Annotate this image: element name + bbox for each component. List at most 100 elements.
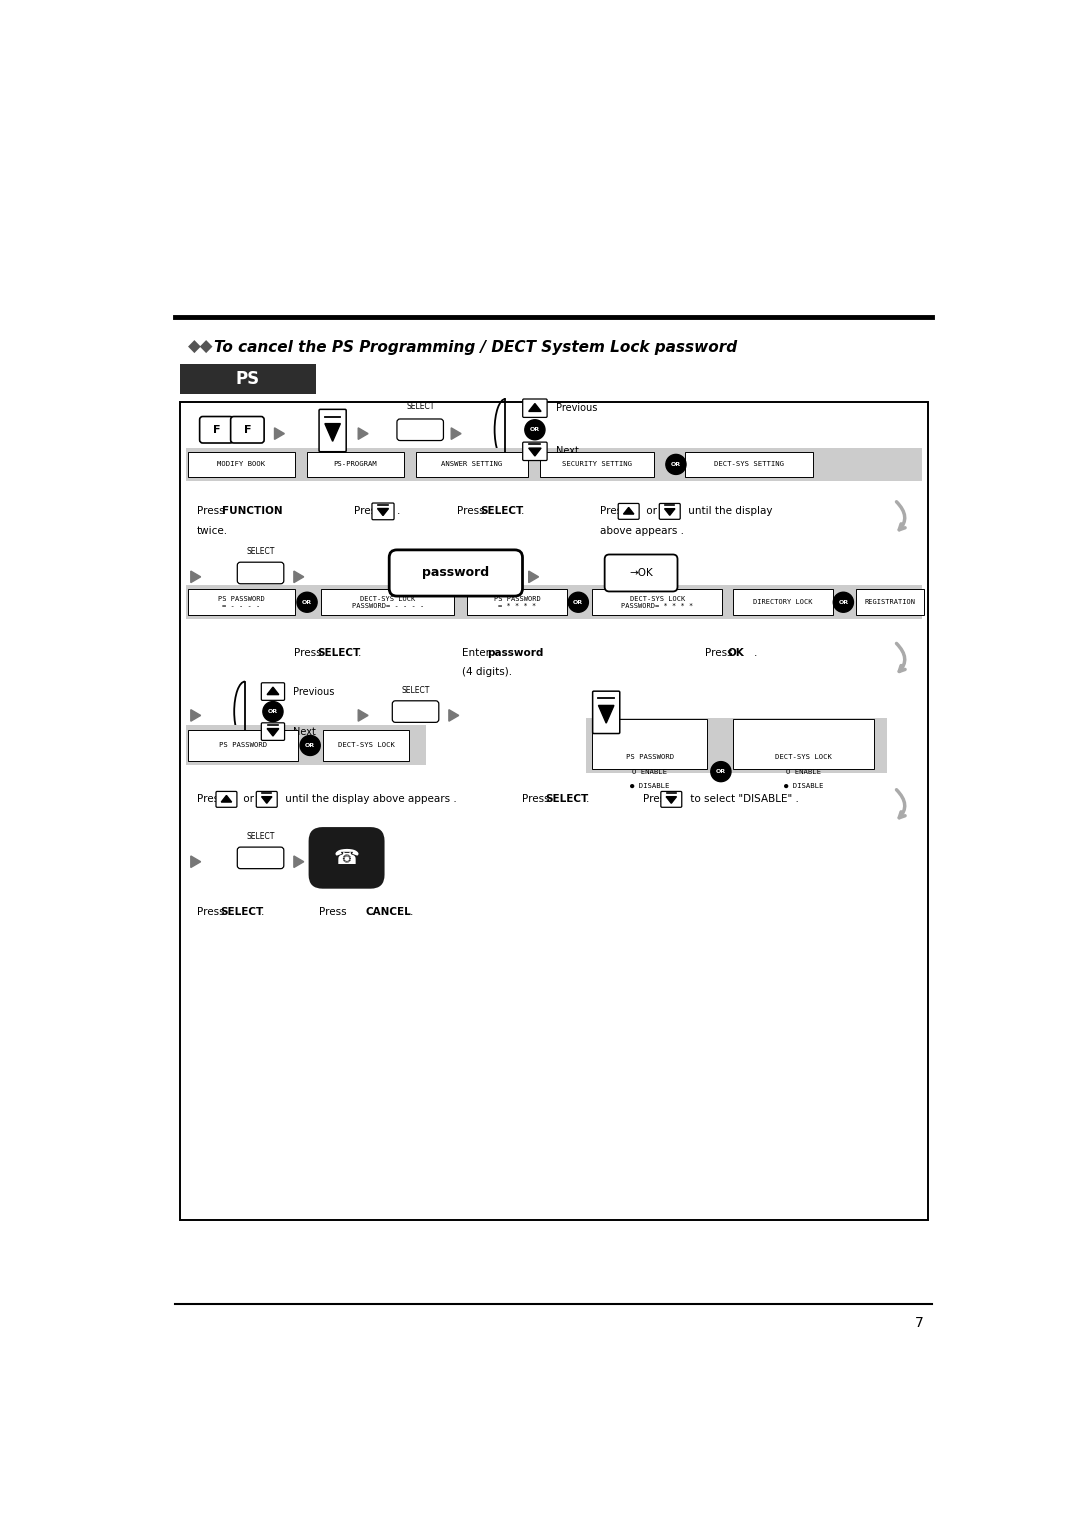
FancyBboxPatch shape: [389, 550, 523, 596]
Polygon shape: [359, 709, 368, 721]
Text: until the display: until the display: [685, 506, 773, 516]
Text: SELECT: SELECT: [246, 547, 274, 556]
Polygon shape: [221, 796, 231, 802]
FancyBboxPatch shape: [661, 792, 681, 807]
Text: Next: Next: [293, 727, 316, 736]
FancyBboxPatch shape: [733, 720, 875, 769]
Text: OR: OR: [305, 743, 315, 749]
Text: Press: Press: [353, 506, 384, 516]
FancyBboxPatch shape: [188, 590, 295, 616]
FancyBboxPatch shape: [372, 503, 394, 520]
FancyBboxPatch shape: [321, 590, 455, 616]
Text: .: .: [260, 906, 264, 917]
Text: REGISTRATION: REGISTRATION: [864, 599, 916, 605]
FancyBboxPatch shape: [323, 730, 409, 761]
Text: O ENABLE: O ENABLE: [632, 770, 667, 775]
Text: Press: Press: [294, 648, 325, 659]
Polygon shape: [666, 796, 676, 804]
FancyBboxPatch shape: [319, 410, 347, 452]
FancyBboxPatch shape: [238, 847, 284, 868]
FancyBboxPatch shape: [231, 417, 265, 443]
Circle shape: [711, 761, 731, 782]
Text: SELECT: SELECT: [406, 402, 434, 411]
Polygon shape: [598, 706, 613, 723]
Text: twice.: twice.: [197, 526, 228, 536]
FancyBboxPatch shape: [307, 452, 404, 477]
FancyBboxPatch shape: [685, 452, 813, 477]
Text: above appears .: above appears .: [600, 526, 684, 536]
FancyBboxPatch shape: [540, 452, 654, 477]
Polygon shape: [191, 571, 201, 582]
Text: ☎: ☎: [334, 848, 360, 868]
Polygon shape: [378, 509, 389, 515]
Text: SELECT: SELECT: [402, 686, 430, 695]
FancyBboxPatch shape: [592, 590, 723, 616]
Circle shape: [262, 701, 283, 721]
Text: .: .: [754, 648, 757, 659]
Text: Press: Press: [306, 906, 349, 917]
Text: →OK: →OK: [630, 568, 653, 578]
FancyBboxPatch shape: [261, 683, 284, 700]
Text: PS PASSWORD
= * * * *: PS PASSWORD = * * * *: [494, 596, 540, 608]
FancyBboxPatch shape: [592, 720, 707, 769]
Text: O ENABLE: O ENABLE: [786, 770, 821, 775]
Text: DECT-SYS LOCK
PASSWORD= * * * *: DECT-SYS LOCK PASSWORD= * * * *: [621, 596, 693, 608]
Text: DECT-SYS LOCK: DECT-SYS LOCK: [338, 743, 394, 749]
Text: Press: Press: [197, 906, 228, 917]
Polygon shape: [261, 796, 272, 804]
Text: OR: OR: [530, 428, 540, 432]
Text: Next: Next: [556, 446, 579, 457]
Text: DECT-SYS LOCK: DECT-SYS LOCK: [775, 753, 833, 759]
Text: .: .: [359, 648, 362, 659]
Text: ● DISABLE: ● DISABLE: [630, 782, 670, 788]
FancyBboxPatch shape: [523, 399, 548, 417]
FancyBboxPatch shape: [733, 590, 833, 616]
Text: ◆◆: ◆◆: [188, 338, 213, 356]
FancyBboxPatch shape: [188, 730, 298, 761]
Text: or: or: [240, 795, 257, 804]
Text: MODIFY BOOK: MODIFY BOOK: [217, 461, 266, 468]
Text: SELECT: SELECT: [545, 795, 589, 804]
Text: Press: Press: [457, 506, 487, 516]
Polygon shape: [274, 428, 284, 440]
Text: ● DISABLE: ● DISABLE: [784, 782, 824, 788]
Text: OR: OR: [268, 709, 278, 714]
FancyBboxPatch shape: [416, 452, 528, 477]
Text: (4 digits).: (4 digits).: [462, 668, 512, 677]
FancyBboxPatch shape: [186, 585, 921, 619]
Text: PS-PROGRAM: PS-PROGRAM: [334, 461, 377, 468]
Text: FUNCTION: FUNCTION: [221, 506, 283, 516]
Polygon shape: [267, 729, 279, 736]
FancyBboxPatch shape: [586, 718, 887, 773]
Text: Press: Press: [643, 795, 674, 804]
FancyBboxPatch shape: [618, 503, 639, 520]
Text: to select "DISABLE" .: to select "DISABLE" .: [687, 795, 799, 804]
Text: password: password: [422, 567, 489, 579]
Text: PS PASSWORD: PS PASSWORD: [218, 743, 267, 749]
Polygon shape: [664, 509, 675, 515]
FancyBboxPatch shape: [180, 364, 315, 394]
FancyBboxPatch shape: [261, 723, 284, 741]
Text: OR: OR: [573, 599, 583, 605]
FancyBboxPatch shape: [188, 452, 295, 477]
Polygon shape: [529, 448, 541, 455]
FancyBboxPatch shape: [186, 448, 921, 481]
Circle shape: [297, 593, 318, 613]
Text: Previous: Previous: [293, 686, 335, 697]
FancyBboxPatch shape: [593, 691, 620, 733]
Text: PS: PS: [235, 370, 260, 388]
FancyBboxPatch shape: [397, 419, 444, 440]
Circle shape: [525, 420, 545, 440]
Text: password: password: [488, 648, 544, 659]
Text: .: .: [521, 506, 524, 516]
Text: F: F: [244, 425, 252, 435]
Text: Press: Press: [704, 648, 735, 659]
Polygon shape: [294, 571, 303, 582]
Text: DECT-SYS LOCK
PASSWORD= - - - -: DECT-SYS LOCK PASSWORD= - - - -: [351, 596, 423, 608]
Polygon shape: [294, 856, 303, 868]
Polygon shape: [191, 856, 201, 868]
Polygon shape: [449, 709, 459, 721]
Text: .: .: [397, 506, 401, 516]
Text: or: or: [643, 506, 660, 516]
Polygon shape: [191, 709, 201, 721]
